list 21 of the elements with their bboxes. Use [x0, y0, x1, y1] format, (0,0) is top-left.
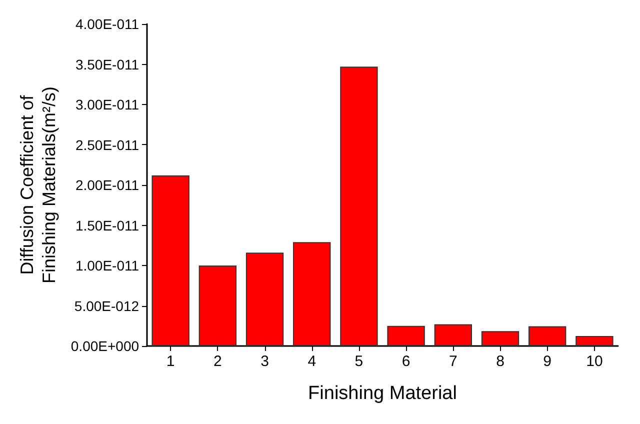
- x-tick-label: 1: [166, 353, 175, 370]
- y-tick-label: 2.00E-011: [75, 177, 140, 193]
- y-tick-label: 2.50E-011: [75, 136, 140, 153]
- y-tick-label: 1.50E-011: [75, 217, 140, 234]
- x-tick-label: 5: [354, 353, 364, 370]
- x-tick-label: 4: [308, 353, 316, 370]
- y-tick-label: 4.00E-011: [75, 16, 140, 32]
- x-tick-label: 7: [448, 353, 458, 370]
- y-tick-label: 3.50E-011: [75, 56, 140, 72]
- y-axis-title: Diffusion Coefficient of Finishing Materials(m²/s): [17, 86, 59, 284]
- x-tick-label: 9: [543, 353, 552, 370]
- x-tick-label: 6: [402, 353, 410, 370]
- y-tick-label: 0.00E+000: [70, 338, 140, 354]
- y-tick-label: 1.00E-011: [75, 258, 140, 274]
- y-tick-label: 5.00E-012: [74, 298, 140, 314]
- x-axis-title: Finishing Material: [308, 383, 457, 404]
- x-tick-label: 8: [496, 353, 504, 370]
- x-tick-label: 10: [586, 353, 603, 370]
- y-tick-label: 3.00E-011: [75, 96, 140, 112]
- x-tick-label: 2: [213, 353, 222, 370]
- x-tick-label: 3: [260, 353, 269, 370]
